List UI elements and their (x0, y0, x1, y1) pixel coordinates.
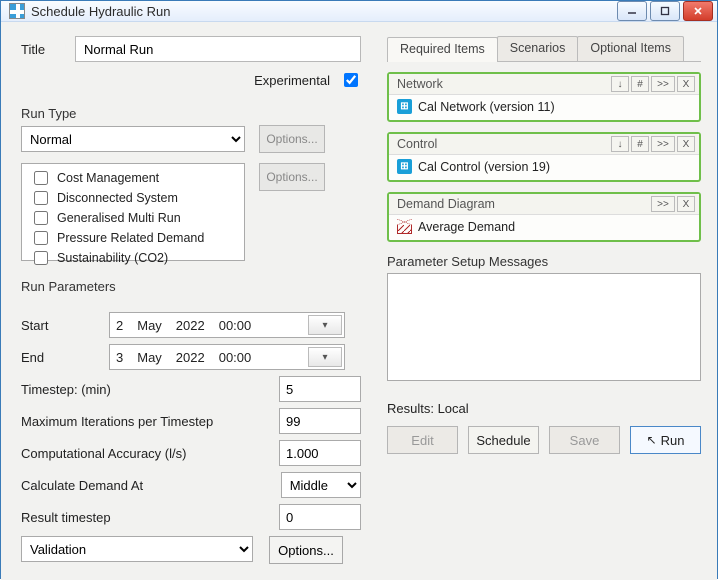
demand-diagram-icon (397, 219, 412, 234)
remove-button[interactable]: X (677, 136, 695, 152)
run-parameters: Start 2 May 2022 00:00 ▾ End 3 May 2022 (21, 312, 361, 564)
flag-generalised-multi-run[interactable]: Generalised Multi Run (30, 208, 236, 228)
hash-button[interactable]: # (631, 136, 649, 152)
validation-select[interactable]: Validation (21, 536, 253, 562)
network-item-label: Cal Network (version 11) (418, 100, 555, 114)
calcdemand-row: Calculate Demand At Middle (21, 472, 361, 498)
window-buttons (614, 1, 713, 21)
control-icon: ⊞ (397, 159, 412, 174)
close-button[interactable] (683, 1, 713, 21)
param-setup-messages[interactable] (387, 273, 701, 381)
right-column: Required Items Scenarios Optional Items … (387, 36, 701, 564)
end-label: End (21, 350, 109, 365)
required-demand-body: Average Demand (389, 215, 699, 240)
tabs: Required Items Scenarios Optional Items (387, 36, 701, 62)
calcdemand-select[interactable]: Middle (281, 472, 361, 498)
left-column: Title Experimental Run Type Normal Optio… (21, 36, 361, 564)
flag-disconnected-system[interactable]: Disconnected System (30, 188, 236, 208)
required-control-header: Control ↓ # >> X (389, 134, 699, 155)
remove-button[interactable]: X (677, 196, 695, 212)
calendar-drop-icon[interactable]: ▾ (308, 347, 342, 367)
start-label: Start (21, 318, 109, 333)
window-title: Schedule Hydraulic Run (31, 4, 614, 19)
title-input[interactable] (75, 36, 361, 62)
flag-cost-management[interactable]: Cost Management (30, 168, 236, 188)
compacc-row: Computational Accuracy (l/s) (21, 440, 361, 466)
title-label: Title (21, 42, 75, 57)
schedule-button[interactable]: Schedule (468, 426, 539, 454)
required-demand: Demand Diagram >> X Average Demand (387, 192, 701, 242)
maxiter-row: Maximum Iterations per Timestep (21, 408, 361, 434)
edit-button[interactable]: Edit (387, 426, 458, 454)
experimental-label: Experimental (254, 73, 330, 88)
resultts-input[interactable] (279, 504, 361, 530)
timestep-input[interactable] (279, 376, 361, 402)
down-button[interactable]: ↓ (611, 136, 629, 152)
save-button[interactable]: Save (549, 426, 620, 454)
maxiter-label: Maximum Iterations per Timestep (21, 414, 279, 429)
experimental-checkbox[interactable] (344, 73, 358, 87)
remove-button[interactable]: X (677, 76, 695, 92)
down-button[interactable]: ↓ (611, 76, 629, 92)
control-item-label: Cal Control (version 19) (418, 160, 550, 174)
tab-optional-items[interactable]: Optional Items (577, 36, 684, 61)
minimize-button[interactable] (617, 1, 647, 21)
maximize-button[interactable] (650, 1, 680, 21)
end-row: End 3 May 2022 00:00 ▾ (21, 344, 361, 370)
window: Schedule Hydraulic Run Title Experimenta… (0, 0, 718, 579)
required-network-header: Network ↓ # >> X (389, 74, 699, 95)
content: Title Experimental Run Type Normal Optio… (1, 22, 717, 580)
options-button-2[interactable]: Options... (259, 163, 325, 191)
param-setup-title: Parameter Setup Messages (387, 254, 701, 269)
cursor-icon: ↖ (647, 433, 657, 447)
flag-pressure-related-demand[interactable]: Pressure Related Demand (30, 228, 236, 248)
run-type-row: Normal Options... (21, 125, 361, 153)
required-network-body: ⊞ Cal Network (version 11) (389, 95, 699, 120)
expand-button[interactable]: >> (651, 136, 675, 152)
title-row: Title (21, 36, 361, 62)
run-params-title: Run Parameters (21, 279, 361, 294)
resultts-row: Result timestep (21, 504, 361, 530)
calendar-drop-icon[interactable]: ▾ (308, 315, 342, 335)
required-network: Network ↓ # >> X ⊞ Cal Network (version … (387, 72, 701, 122)
demand-item-label: Average Demand (418, 220, 515, 234)
tab-scenarios[interactable]: Scenarios (497, 36, 579, 61)
start-date-input[interactable]: 2 May 2022 00:00 ▾ (109, 312, 345, 338)
start-row: Start 2 May 2022 00:00 ▾ (21, 312, 361, 338)
run-button[interactable]: ↖ Run (630, 426, 701, 454)
required-control-body: ⊞ Cal Control (version 19) (389, 155, 699, 180)
expand-button[interactable]: >> (651, 196, 675, 212)
network-icon: ⊞ (397, 99, 412, 114)
options-button-3[interactable]: Options... (269, 536, 343, 564)
compacc-input[interactable] (279, 440, 361, 466)
expand-button[interactable]: >> (651, 76, 675, 92)
options-button-1[interactable]: Options... (259, 125, 325, 153)
results-label: Results: Local (387, 401, 701, 416)
compacc-label: Computational Accuracy (l/s) (21, 446, 279, 461)
end-date-input[interactable]: 3 May 2022 00:00 ▾ (109, 344, 345, 370)
flag-sustainability[interactable]: Sustainability (CO2) (30, 248, 236, 268)
run-type-flags[interactable]: Cost Management Disconnected System Gene… (21, 163, 245, 261)
required-demand-header: Demand Diagram >> X (389, 194, 699, 215)
timestep-label: Timestep: (min) (21, 382, 279, 397)
run-type-label: Run Type (21, 106, 361, 121)
app-icon (9, 3, 25, 19)
required-control: Control ↓ # >> X ⊞ Cal Control (version … (387, 132, 701, 182)
tab-required-items[interactable]: Required Items (387, 37, 498, 62)
resultts-label: Result timestep (21, 510, 279, 525)
timestep-row: Timestep: (min) (21, 376, 361, 402)
hash-button[interactable]: # (631, 76, 649, 92)
maxiter-input[interactable] (279, 408, 361, 434)
action-buttons: Edit Schedule Save ↖ Run (387, 426, 701, 454)
validation-row: Validation Options... (21, 536, 361, 564)
title-bar: Schedule Hydraulic Run (1, 1, 717, 22)
run-type-select[interactable]: Normal (21, 126, 245, 152)
experimental-row: Experimental (21, 70, 361, 90)
calcdemand-label: Calculate Demand At (21, 478, 281, 493)
